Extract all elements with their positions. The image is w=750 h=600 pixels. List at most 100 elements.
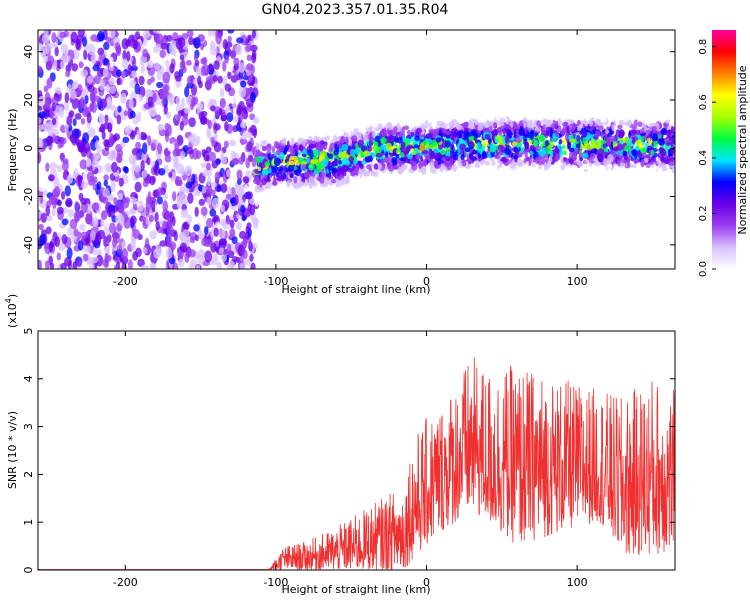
heatmap-cell: [257, 166, 261, 172]
heatmap-cell: [116, 77, 121, 85]
heatmap-cell: [161, 95, 166, 106]
heatmap-cell: [45, 205, 50, 217]
heatmap-cell: [93, 95, 101, 103]
heatmap-cell: [407, 153, 413, 160]
heatmap-cell: [418, 161, 422, 169]
heatmap-cell: [321, 158, 329, 168]
heatmap-cell: [103, 227, 111, 236]
heatmap-cell: [490, 143, 497, 152]
heatmap-cell: [80, 231, 89, 239]
heatmap-cell: [528, 157, 532, 167]
heatmap-cell: [348, 118, 352, 124]
heatmap-cell: [166, 34, 173, 42]
heatmap-cell: [79, 97, 85, 109]
heatmap-cell: [92, 64, 100, 72]
heatmap-cell: [353, 167, 359, 173]
heatmap-cell: [299, 181, 305, 187]
heatmap-cell: [315, 129, 322, 137]
heatmap-cell: [336, 136, 341, 142]
heatmap-cell: [101, 196, 109, 204]
heatmap-cell: [418, 176, 424, 182]
heatmap-cell: [388, 122, 392, 131]
heatmap-cell: [561, 144, 566, 150]
heatmap-cell: [251, 30, 256, 39]
heatmap-cell: [492, 108, 498, 113]
heatmap-cell: [620, 104, 626, 112]
heatmap-cell: [105, 83, 110, 93]
heatmap-xtick-label: 0: [423, 275, 430, 288]
heatmap-cell: [595, 142, 602, 151]
heatmap-cell: [445, 130, 451, 136]
heatmap-cell: [218, 247, 224, 254]
heatmap-cell: [359, 164, 364, 169]
heatmap-cell: [43, 85, 49, 93]
heatmap-cell: [353, 114, 361, 119]
heatmap-cell: [531, 162, 536, 168]
heatmap-cell: [163, 85, 168, 98]
heatmap-cell: [317, 110, 321, 115]
heatmap-cell: [38, 65, 43, 73]
heatmap-cell: [397, 136, 403, 144]
heatmap-cell: [610, 135, 617, 143]
heatmap-cell: [385, 142, 392, 151]
heatmap-cell: [90, 229, 96, 241]
heatmap-cell: [188, 117, 196, 128]
heatmap-cell: [78, 30, 84, 36]
heatmap-cell: [195, 264, 201, 269]
heatmap-cell: [165, 59, 170, 68]
heatmap-cell: [242, 176, 250, 184]
heatmap-cell: [237, 186, 244, 197]
heatmap-cell: [422, 140, 428, 145]
heatmap-cell: [290, 137, 295, 147]
heatmap-cell: [526, 121, 532, 128]
heatmap-cell: [452, 133, 456, 139]
heatmap-cell: [156, 81, 164, 89]
heatmap-cell: [265, 177, 271, 183]
heatmap-cell: [45, 135, 54, 145]
heatmap-cell: [340, 135, 346, 144]
heatmap-cell: [124, 125, 132, 135]
heatmap-cell: [441, 128, 447, 133]
heatmap-cell: [353, 121, 361, 127]
heatmap-cell: [533, 140, 538, 148]
heatmap-cell: [564, 166, 568, 171]
heatmap-cell: [83, 49, 88, 61]
heatmap-cell: [45, 226, 52, 235]
heatmap-cell: [536, 120, 541, 128]
heatmap-cell: [224, 54, 230, 64]
heatmap-cell: [236, 108, 242, 116]
heatmap-cell: [103, 57, 109, 66]
heatmap-cell: [502, 128, 507, 135]
heatmap-cell: [246, 131, 253, 139]
heatmap-cell: [596, 113, 603, 119]
heatmap-cell: [671, 164, 675, 174]
heatmap-cell: [260, 193, 267, 198]
heatmap-cell: [261, 180, 267, 186]
heatmap-cell: [110, 105, 117, 112]
heatmap-cell: [38, 138, 44, 150]
heatmap-cell: [651, 133, 659, 142]
heatmap-cell: [468, 135, 475, 141]
heatmap-cell: [459, 143, 466, 151]
heatmap-cell: [530, 182, 537, 192]
heatmap-cell: [40, 45, 48, 57]
heatmap-cell: [589, 129, 596, 135]
heatmap-cell: [122, 136, 130, 143]
heatmap-cell: [159, 240, 168, 247]
heatmap-cell: [481, 150, 486, 160]
heatmap-cell: [428, 161, 435, 168]
snr-xtick-label: -100: [263, 576, 288, 589]
heatmap-cell: [316, 162, 321, 170]
heatmap-cell: [524, 149, 528, 159]
heatmap-cell: [229, 228, 235, 239]
heatmap-cell: [584, 143, 591, 151]
heatmap-cell: [373, 163, 379, 170]
heatmap-cell: [606, 136, 612, 146]
heatmap-cell: [350, 148, 356, 157]
heatmap-cell: [282, 137, 286, 145]
heatmap-cell: [150, 110, 157, 117]
heatmap-cell: [501, 105, 508, 111]
snr-scale-close: ): [6, 294, 19, 298]
heatmap-cell: [193, 37, 201, 49]
heatmap-cell: [120, 70, 127, 79]
